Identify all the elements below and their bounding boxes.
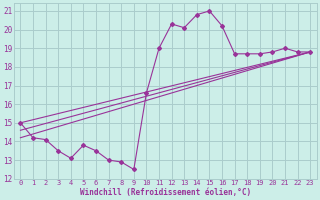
X-axis label: Windchill (Refroidissement éolien,°C): Windchill (Refroidissement éolien,°C) (80, 188, 251, 197)
